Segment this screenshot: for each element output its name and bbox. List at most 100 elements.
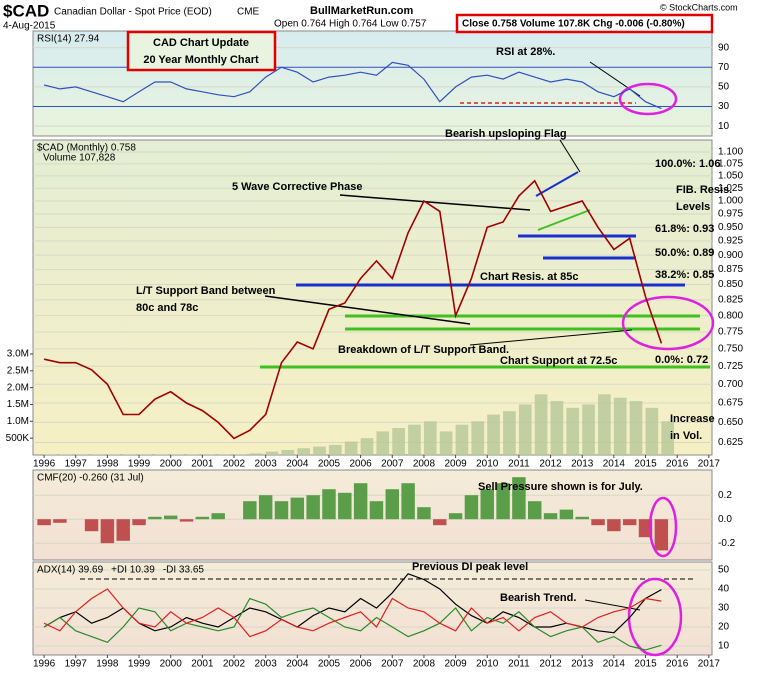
x-tick-label: 2005: [318, 459, 341, 470]
x-tick-label: 1999: [128, 659, 151, 670]
cmf-bar: [100, 519, 115, 544]
annotation: 38.2%: 0.85: [655, 269, 714, 281]
cmf-bar: [163, 515, 178, 520]
y-tick-label: 0.650: [718, 417, 743, 428]
site: BullMarketRun.com: [310, 5, 414, 17]
x-tick-label: 1996: [33, 459, 56, 470]
cmf-bar: [322, 489, 336, 520]
volume-bar: [75, 454, 89, 455]
annotation: Chart Support at 72.5c: [500, 355, 617, 367]
volume-bar: [360, 438, 374, 455]
series-line: [43, 597, 662, 651]
arrow: [339, 194, 531, 211]
volume-bar: [518, 404, 532, 455]
volume-bar: [139, 454, 152, 455]
annotation: in Vol.: [670, 430, 702, 442]
volume-bar: [455, 424, 469, 455]
y-tick-label: 0.2: [718, 490, 732, 501]
x-tick-label: 2003: [255, 459, 278, 470]
volume-bar: [423, 421, 437, 455]
cmf-bar: [417, 507, 431, 520]
x-tick-label: 2010: [476, 659, 499, 670]
cmf-bar: [607, 519, 621, 532]
volume-bar: [392, 428, 405, 455]
legend-entry: $CAD (Monthly) 0.758: [37, 143, 136, 154]
volume-bar: [265, 451, 279, 455]
cmf-bar: [654, 519, 669, 551]
x-tick-label: 2000: [160, 459, 183, 470]
cmf-bar: [496, 483, 510, 520]
annotation: Chart Resis. at 85c: [480, 271, 578, 283]
y-tick-label: 1.050: [718, 171, 743, 182]
x-tick-label: 1997: [65, 659, 88, 670]
cmf-bar: [433, 519, 447, 526]
x-tick-label: 2011: [508, 659, 530, 670]
y-tick-label: 0.700: [718, 379, 743, 390]
symbol: $CAD: [3, 1, 49, 20]
cmf-bar: [369, 501, 384, 520]
cmf-bar: [306, 495, 320, 520]
volume-bar: [534, 394, 548, 455]
x-tick-label: 2016: [666, 459, 689, 470]
annotation: Previous DI peak level: [412, 561, 528, 573]
cmf-bar: [179, 519, 194, 522]
y-tick-label: 0.725: [718, 361, 743, 372]
x-tick-label: 2008: [413, 659, 436, 670]
cmf-bar: [464, 495, 479, 520]
x-tick-label: 2012: [539, 459, 562, 470]
box-title: CAD Chart Update: [153, 37, 249, 49]
x-tick-label: 2012: [539, 659, 562, 670]
x-tick-label: 2006: [350, 659, 373, 670]
x-tick-label: 2014: [603, 459, 626, 470]
y-tick-label: 0.950: [718, 222, 743, 233]
y-tick-label: 1.000: [718, 196, 743, 207]
volume-bar: [234, 454, 247, 455]
arrow: [264, 295, 471, 325]
y-tick-label: 0.800: [718, 310, 743, 321]
annotation: 50.0%: 0.89: [655, 247, 714, 259]
y2-tick-label: 2.0M: [7, 382, 29, 393]
x-tick-label: 2008: [413, 459, 436, 470]
volume-bar: [582, 404, 595, 455]
y-tick-label: -0.2: [718, 538, 736, 549]
cmf-bar: [274, 501, 289, 520]
volume-bar: [661, 421, 675, 455]
date: 4-Aug-2015: [3, 21, 56, 32]
y-tick-label: 50: [718, 565, 730, 576]
y-tick-label: 20: [718, 622, 730, 633]
y-tick-label: 0.825: [718, 294, 743, 305]
y-tick-label: 10: [718, 121, 730, 132]
y-tick-label: 0.975: [718, 209, 743, 220]
volume-bar: [297, 448, 310, 455]
x-tick-label: 2017: [698, 659, 721, 670]
x-tick-label: 1997: [65, 459, 88, 470]
legend-entry: RSI(14) 27.94: [37, 34, 100, 45]
cmf-bar: [401, 483, 415, 520]
volume-bar: [471, 421, 485, 455]
cmf-bar: [622, 519, 637, 526]
annotation: L/T Support Band between: [136, 285, 276, 297]
annotation: Bearish upsloping Flag: [445, 128, 567, 140]
annotation: 80c and 78c: [136, 302, 198, 314]
x-tick-label: 2009: [444, 459, 467, 470]
cmf-bar: [543, 513, 558, 520]
annotation: Sell Pressure shown is for July.: [478, 481, 643, 493]
copyright: © StockCharts.com: [660, 2, 738, 12]
x-tick-label: 2010: [476, 459, 499, 470]
y2-tick-label: 2.5M: [7, 365, 29, 376]
volume-bar: [439, 431, 453, 455]
flag-line: [537, 209, 591, 231]
y-tick-label: 0.925: [718, 236, 743, 247]
x-tick-label: 1996: [33, 659, 56, 670]
volume-bar: [123, 454, 136, 455]
x-tick-label: 2004: [286, 659, 309, 670]
y-tick-label: 0.900: [718, 250, 743, 261]
y-tick-label: 30: [718, 603, 730, 614]
volume-bar: [550, 401, 564, 455]
y-tick-label: 1.075: [718, 158, 743, 169]
cmf-bar: [353, 483, 368, 520]
volume-bar: [613, 397, 627, 455]
y-tick-label: 1.100: [718, 147, 743, 158]
volume-bar: [629, 401, 643, 455]
